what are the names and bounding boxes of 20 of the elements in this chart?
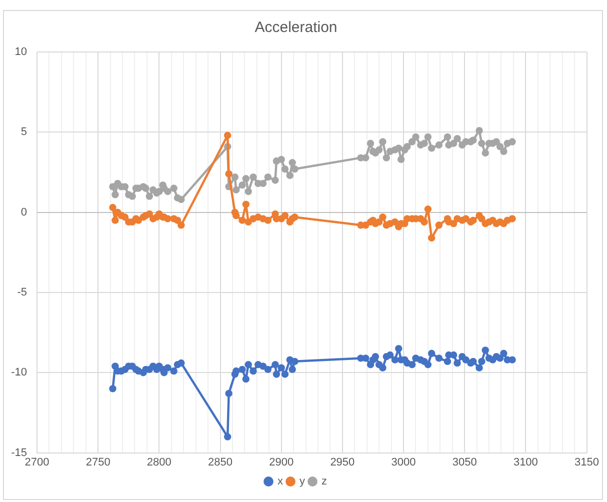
legend-label: y: [300, 476, 306, 488]
x-tick-label: 3000: [391, 456, 416, 468]
y-tick-label: -5: [17, 286, 27, 299]
x-tick-label: 3100: [513, 456, 538, 468]
x-tick-label: 2900: [269, 456, 294, 468]
x-tick-label: 2800: [146, 456, 172, 468]
legend-label: z: [322, 476, 327, 488]
x-tick-label: 2850: [208, 456, 232, 468]
x-tick-label: 3050: [452, 456, 477, 468]
x-tick-label: 3150: [574, 456, 600, 468]
chart-title: Acceleration: [254, 19, 338, 36]
y-tick-label: -10: [11, 366, 27, 379]
x-tick-label: 2700: [24, 456, 50, 468]
y-tick-label: 10: [14, 46, 27, 58]
x-tick-label: 2750: [86, 456, 110, 468]
x-tick-label: 2950: [330, 456, 355, 468]
y-tick-label: -15: [11, 446, 27, 459]
y-tick-label: 5: [20, 126, 27, 138]
legend-label: x: [278, 476, 284, 488]
y-tick-label: 0: [20, 206, 27, 218]
